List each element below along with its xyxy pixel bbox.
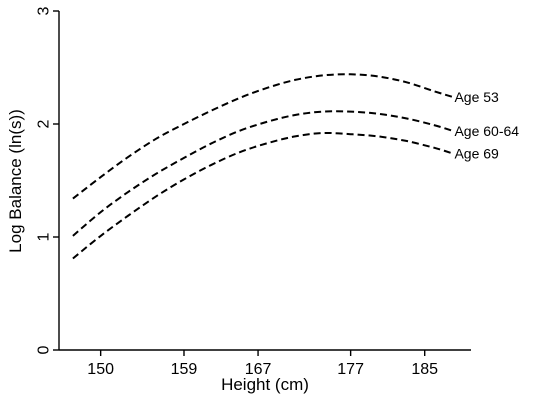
y-ticks: 0 1 2 3 xyxy=(36,6,59,354)
series-lines xyxy=(72,73,453,260)
axes xyxy=(58,11,471,351)
series-line-age-53 xyxy=(72,73,453,200)
series-line-age-69 xyxy=(72,131,453,260)
x-axis-title: Height (cm) xyxy=(221,375,309,394)
series-label: Age 69 xyxy=(454,145,499,161)
y-tick-label: 3 xyxy=(36,6,53,15)
y-axis-title: Log Balance (ln(s)) xyxy=(6,109,25,253)
y-tick-label: 1 xyxy=(36,232,53,241)
x-tick-label: 177 xyxy=(337,361,364,378)
x-tick-label: 185 xyxy=(411,361,438,378)
x-tick-label: 167 xyxy=(245,361,272,378)
x-tick-label: 159 xyxy=(171,361,198,378)
y-tick-label: 2 xyxy=(36,119,53,128)
x-ticks: 150 159 167 177 185 xyxy=(87,350,438,378)
series-labels: Age 53 Age 60-64 Age 69 xyxy=(454,89,519,162)
series-label: Age 60-64 xyxy=(454,123,519,139)
y-tick-label: 0 xyxy=(36,345,53,354)
series-label: Age 53 xyxy=(454,89,499,105)
series-line-age-60-64 xyxy=(72,110,453,237)
x-tick-label: 150 xyxy=(87,361,114,378)
